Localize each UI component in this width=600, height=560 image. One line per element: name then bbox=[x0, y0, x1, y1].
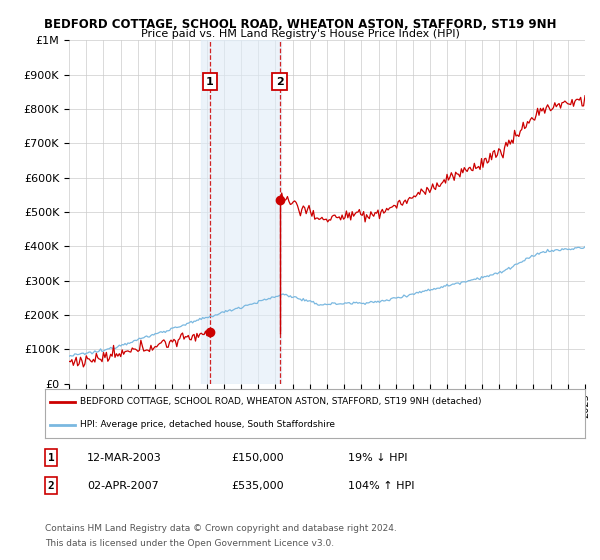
Text: £150,000: £150,000 bbox=[231, 452, 284, 463]
Text: 1: 1 bbox=[47, 452, 55, 463]
Text: 2: 2 bbox=[276, 77, 284, 86]
Text: BEDFORD COTTAGE, SCHOOL ROAD, WHEATON ASTON, STAFFORD, ST19 9NH: BEDFORD COTTAGE, SCHOOL ROAD, WHEATON AS… bbox=[44, 18, 556, 31]
Text: £535,000: £535,000 bbox=[231, 480, 284, 491]
Text: 1: 1 bbox=[206, 77, 214, 86]
Text: 104% ↑ HPI: 104% ↑ HPI bbox=[348, 480, 415, 491]
Text: 2: 2 bbox=[47, 480, 55, 491]
Text: 12-MAR-2003: 12-MAR-2003 bbox=[87, 452, 162, 463]
Text: This data is licensed under the Open Government Licence v3.0.: This data is licensed under the Open Gov… bbox=[45, 539, 334, 548]
Text: HPI: Average price, detached house, South Staffordshire: HPI: Average price, detached house, Sout… bbox=[80, 420, 335, 429]
Text: Contains HM Land Registry data © Crown copyright and database right 2024.: Contains HM Land Registry data © Crown c… bbox=[45, 524, 397, 533]
Text: Price paid vs. HM Land Registry's House Price Index (HPI): Price paid vs. HM Land Registry's House … bbox=[140, 29, 460, 39]
Text: BEDFORD COTTAGE, SCHOOL ROAD, WHEATON ASTON, STAFFORD, ST19 9NH (detached): BEDFORD COTTAGE, SCHOOL ROAD, WHEATON AS… bbox=[80, 398, 482, 407]
Bar bbox=[201, 40, 281, 384]
Text: 19% ↓ HPI: 19% ↓ HPI bbox=[348, 452, 407, 463]
Text: 02-APR-2007: 02-APR-2007 bbox=[87, 480, 159, 491]
